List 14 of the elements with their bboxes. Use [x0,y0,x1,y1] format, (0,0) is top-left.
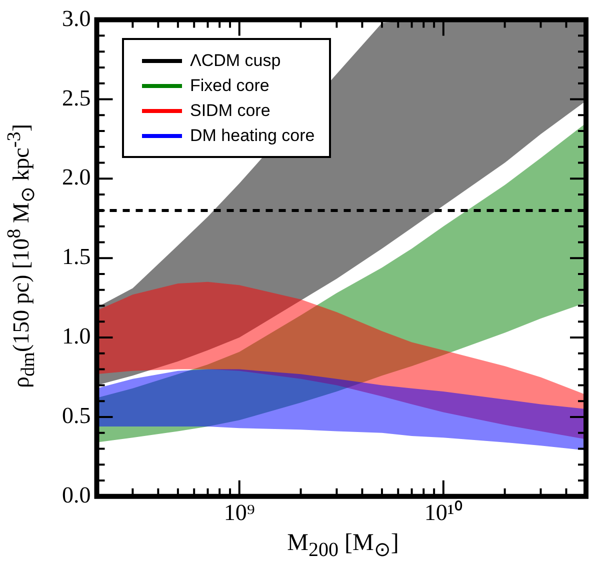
legend-label: ΛCDM cusp [190,50,281,70]
y-tick-label: 2.0 [62,164,91,190]
legend-label: Fixed core [190,76,270,96]
legend-label: DM heating core [190,126,315,146]
y-tick-label: 1.0 [62,324,91,349]
legend-label: SIDM core [190,100,270,120]
y-tick-label: 0.0 [62,482,91,508]
y-tick-label: 3.0 [62,6,91,31]
x-tick-label: 10⁹ [224,500,255,526]
x-tick-label: 10¹⁰ [424,500,462,526]
x-axis-title: M$_{200}$ [M$_{⊙}$] [286,530,400,562]
y-tick-label: 0.5 [62,403,91,428]
y-tick-label: 1.5 [62,244,91,270]
y-tick-label: 2.5 [62,85,91,110]
